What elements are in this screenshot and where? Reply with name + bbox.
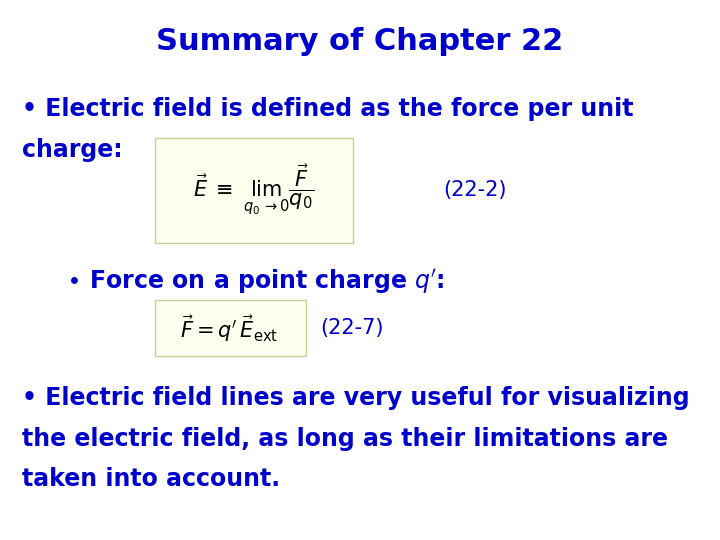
Text: • Electric field lines are very useful for visualizing: • Electric field lines are very useful f… xyxy=(22,386,689,410)
FancyBboxPatch shape xyxy=(155,300,306,356)
Text: $\vec{E} \;\equiv\; \lim_{q_0 \rightarrow 0} \dfrac{\vec{F}}{q_0}$: $\vec{E} \;\equiv\; \lim_{q_0 \rightarro… xyxy=(193,163,314,218)
Text: (22-7): (22-7) xyxy=(320,318,384,339)
Text: (22-2): (22-2) xyxy=(443,180,506,200)
FancyBboxPatch shape xyxy=(155,138,353,243)
Text: the electric field, as long as their limitations are: the electric field, as long as their lim… xyxy=(22,427,667,450)
Text: charge:: charge: xyxy=(22,138,122,161)
Text: Summary of Chapter 22: Summary of Chapter 22 xyxy=(156,27,564,56)
Text: • Electric field is defined as the force per unit: • Electric field is defined as the force… xyxy=(22,97,633,121)
Text: $\vec{F} = q'\,\vec{E}_{\mathrm{ext}}$: $\vec{F} = q'\,\vec{E}_{\mathrm{ext}}$ xyxy=(180,313,278,344)
Text: taken into account.: taken into account. xyxy=(22,467,280,491)
Text: $\bullet$ Force on a point charge $q'$:: $\bullet$ Force on a point charge $q'$: xyxy=(50,267,445,296)
